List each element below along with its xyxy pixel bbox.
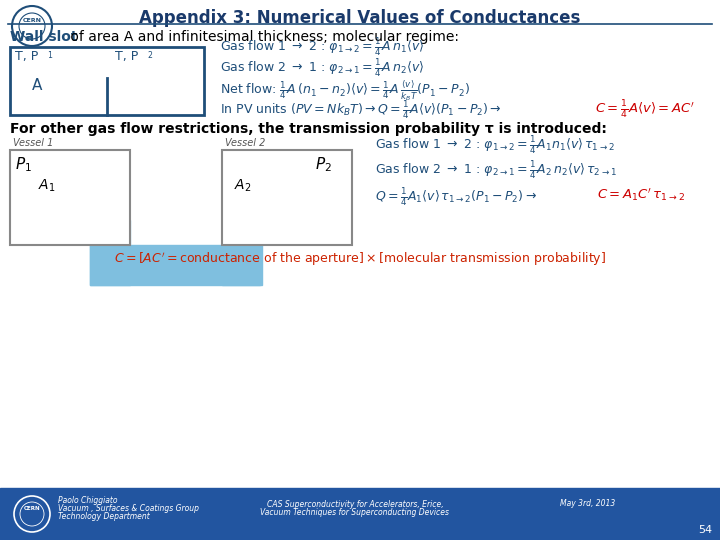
Text: T, P: T, P — [15, 50, 38, 63]
Text: Vessel 2: Vessel 2 — [225, 138, 266, 148]
Text: Technology Department: Technology Department — [58, 512, 150, 521]
Text: Wall slot: Wall slot — [10, 30, 78, 44]
Text: $C = [AC^\prime = \mathrm{conductance\ of\ the\ aperture}]\times [\mathrm{molecu: $C = [AC^\prime = \mathrm{conductance\ o… — [114, 250, 606, 267]
Text: $A_1$: $A_1$ — [38, 178, 55, 194]
Text: 54: 54 — [698, 525, 712, 535]
Text: $C = \frac{1}{4}A\langle v\rangle = AC^\prime$: $C = \frac{1}{4}A\langle v\rangle = AC^\… — [595, 99, 696, 121]
Text: Gas flow 1 $\rightarrow$ 2 : $\varphi_{1\rightarrow2} = \frac{1}{4}A\, n_1\langl: Gas flow 1 $\rightarrow$ 2 : $\varphi_{1… — [220, 36, 424, 58]
Text: $C = A_1C^\prime\,\tau_{1\rightarrow2}$: $C = A_1C^\prime\,\tau_{1\rightarrow2}$ — [597, 186, 685, 202]
Text: CAS Superconductivity for Accelerators, Erice,: CAS Superconductivity for Accelerators, … — [266, 500, 444, 509]
Text: For other gas flow restrictions, the transmission probability τ is introduced:: For other gas flow restrictions, the tra… — [10, 122, 607, 136]
Bar — [10, 150, 130, 245]
Text: Net flow: $\frac{1}{4}A\,(n_1 - n_2)\langle v\rangle = \frac{1}{4}A\,\frac{\lang: Net flow: $\frac{1}{4}A\,(n_1 - n_2)\lan… — [220, 78, 470, 103]
Text: T, P: T, P — [115, 50, 138, 63]
Text: $P_1$: $P_1$ — [15, 155, 32, 174]
Bar — [0, 488, 720, 540]
Text: CERN: CERN — [22, 18, 42, 24]
Text: $A_2$: $A_2$ — [234, 178, 251, 194]
Text: Appendix 3: Numerical Values of Conductances: Appendix 3: Numerical Values of Conducta… — [139, 9, 581, 27]
Bar — [223, 150, 352, 244]
Text: In PV units $(PV = Nk_BT) \rightarrow Q = \frac{1}{4}A\langle v\rangle(P_1 - P_2: In PV units $(PV = Nk_BT) \rightarrow Q … — [220, 99, 502, 121]
Text: Vessel 1: Vessel 1 — [13, 138, 53, 148]
Text: $_1$: $_1$ — [47, 50, 53, 63]
Text: Gas flow 1 $\rightarrow$ 2 : $\varphi_{1\rightarrow2} = \frac{1}{4}A_1 n_1\langl: Gas flow 1 $\rightarrow$ 2 : $\varphi_{1… — [375, 134, 615, 156]
Bar — [222, 150, 352, 245]
Text: Gas flow 2 $\rightarrow$ 1 : $\varphi_{2\rightarrow1} = \frac{1}{4}A\, n_2\langl: Gas flow 2 $\rightarrow$ 1 : $\varphi_{2… — [220, 57, 424, 79]
Text: Gas flow 2 $\rightarrow$ 1 : $\varphi_{2\rightarrow1} = \frac{1}{4}A_2\,n_2\lang: Gas flow 2 $\rightarrow$ 1 : $\varphi_{2… — [375, 159, 617, 181]
Bar — [222, 220, 262, 285]
Bar — [10, 47, 204, 115]
Text: $P_2$: $P_2$ — [315, 155, 332, 174]
Text: May 3rd, 2013: May 3rd, 2013 — [560, 500, 616, 509]
Text: Paolo Chiggiato: Paolo Chiggiato — [58, 496, 117, 505]
Bar — [90, 220, 130, 285]
Text: of area A and infinitesimal thickness; molecular regime:: of area A and infinitesimal thickness; m… — [66, 30, 459, 44]
Text: $Q = \frac{1}{4}A_1\langle v\rangle\,\tau_{1\rightarrow2}(P_1 - P_2)\rightarrow$: $Q = \frac{1}{4}A_1\langle v\rangle\,\ta… — [375, 186, 537, 208]
Text: A: A — [32, 78, 42, 93]
Text: CERN: CERN — [24, 505, 40, 510]
Text: Vacuum Techniques for Superconducting Devices: Vacuum Techniques for Superconducting De… — [261, 508, 449, 517]
Bar — [11, 150, 130, 244]
Text: $_2$: $_2$ — [147, 50, 153, 63]
Text: Vacuum , Surfaces & Coatings Group: Vacuum , Surfaces & Coatings Group — [58, 504, 199, 513]
Bar — [90, 245, 260, 285]
